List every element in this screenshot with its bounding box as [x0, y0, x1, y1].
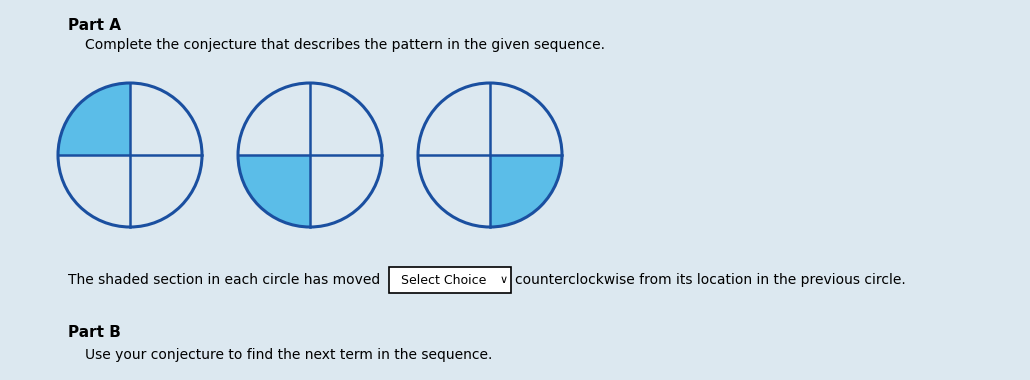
Text: counterclockwise from its location in the previous circle.: counterclockwise from its location in th… — [515, 273, 905, 287]
Wedge shape — [238, 155, 310, 227]
Text: Complete the conjecture that describes the pattern in the given sequence.: Complete the conjecture that describes t… — [85, 38, 605, 52]
Wedge shape — [58, 83, 130, 155]
Text: The shaded section in each circle has moved: The shaded section in each circle has mo… — [68, 273, 380, 287]
Wedge shape — [490, 155, 562, 227]
Text: ∨: ∨ — [500, 275, 508, 285]
Text: Select Choice: Select Choice — [402, 274, 487, 287]
Text: Part B: Part B — [68, 325, 121, 340]
Text: Part A: Part A — [68, 18, 121, 33]
FancyBboxPatch shape — [389, 267, 511, 293]
Text: Use your conjecture to find the next term in the sequence.: Use your conjecture to find the next ter… — [85, 348, 492, 362]
